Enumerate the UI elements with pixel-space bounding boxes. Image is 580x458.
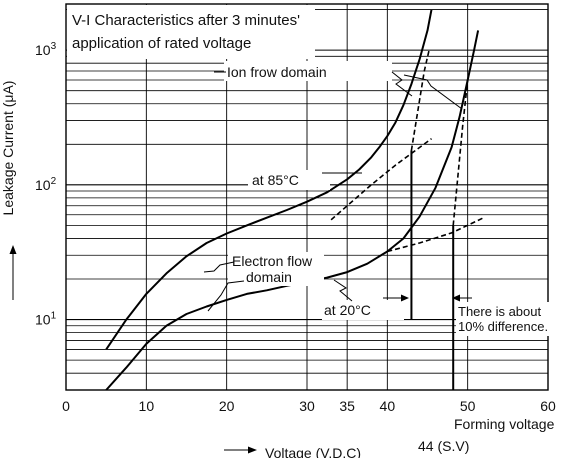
x-tick-label: 20 [219,398,235,414]
dashed-line-1 [330,138,432,221]
annotation-electron-flow: Electron flow domain [203,252,324,312]
dashed-layer [330,49,485,253]
x-tick-label: 30 [299,398,315,414]
series-line-20c [105,30,480,391]
forming-voltage-label: Forming voltage [454,416,555,432]
annotation-at-20: at 20°C [322,279,404,320]
title-box [67,5,315,59]
x-axis-label: Voltage (V.D.C) [265,445,361,458]
y-axis-arrow [9,245,17,300]
electron-flow-line1: Electron flow [232,253,313,269]
tick-label-layer: 0 10 20 30 35 40 50 60 101 102 103 [35,41,556,414]
dashed-line-2 [387,216,485,253]
annotation-at-85: at 85°C [248,170,362,190]
electron-flow-line2: domain [246,269,292,285]
sv-label: 44 (S.V) [418,438,469,454]
difference-line2: 10% difference. [458,319,548,334]
dashed-line-4 [452,79,469,226]
y-axis-label: Leakage Current (μA) [0,81,16,216]
annotation-ion-flow: Ion frow domain [214,61,463,110]
x-tick-label: 0 [62,398,70,414]
annotation-difference: There is about 10% difference. [383,294,570,336]
x-tick-label: 35 [339,398,355,414]
series-line-85c [105,9,433,350]
chart-title-line2: application of rated voltage [72,35,251,52]
difference-line1: There is about [458,304,541,319]
series-layer [105,9,480,391]
y-tick-label: 101 [35,311,57,328]
annotation-forming-voltage: Forming voltage 44 (S.V) [418,414,578,454]
x-tick-label: 50 [460,398,476,414]
y-tick-label: 102 [35,176,57,193]
x-axis-arrow [224,446,257,454]
x-tick-label: 40 [380,398,396,414]
y-tick-label: 103 [35,41,57,58]
at85-label: at 85°C [252,172,299,188]
plot-frame [65,3,549,391]
dashed-line-3 [410,49,430,151]
x-tick-label: 10 [139,398,155,414]
chart-title-line1: V-I Characteristics after 3 minutes' [72,12,300,29]
x-tick-label: 60 [540,398,556,414]
at20-label: at 20°C [324,302,371,318]
forming-drop-layer [410,150,455,390]
ion-flow-label: Ion frow domain [227,64,327,80]
